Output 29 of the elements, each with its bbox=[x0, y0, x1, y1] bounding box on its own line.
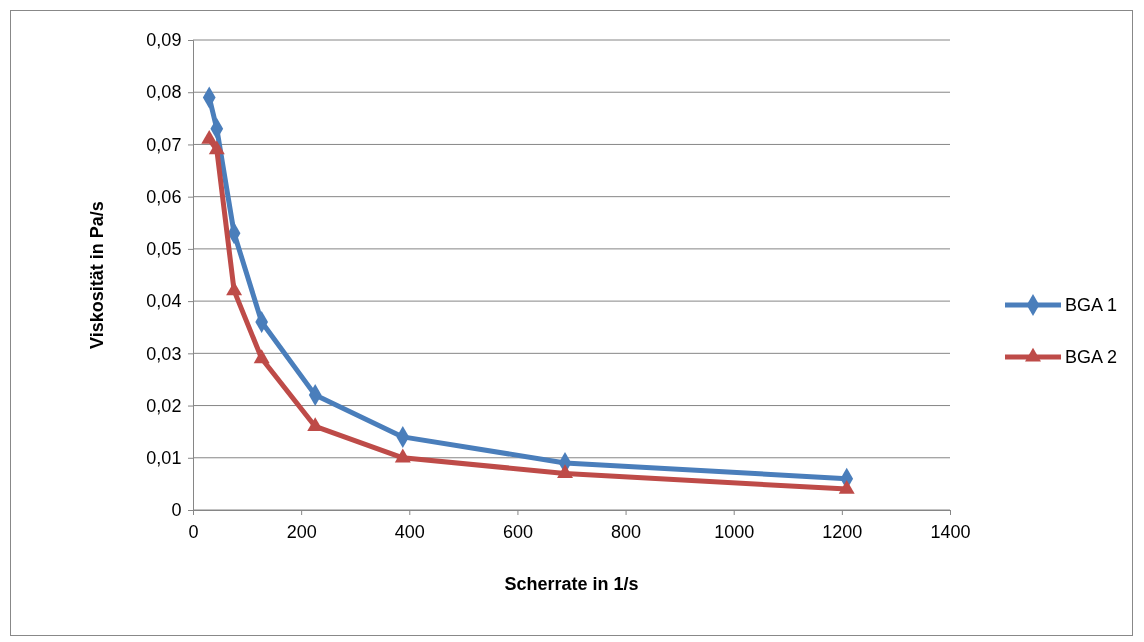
point bbox=[208, 140, 225, 155]
y-tick-label: 0,03 bbox=[146, 343, 182, 364]
x-tick-label: 1000 bbox=[714, 521, 755, 542]
legend-label: BGA 1 bbox=[1065, 295, 1118, 315]
y-axis-title: Viskosität in Pa/s bbox=[87, 201, 107, 349]
point bbox=[557, 464, 573, 479]
y-tick-label: 0,04 bbox=[146, 291, 182, 312]
x-tick-label: 400 bbox=[394, 521, 425, 542]
y-tick-label: 0,09 bbox=[146, 30, 182, 51]
y-tick-label: 0,05 bbox=[146, 239, 182, 260]
point bbox=[394, 448, 411, 463]
x-tick-label: 1400 bbox=[930, 521, 971, 542]
y-tick-label: 0,06 bbox=[146, 186, 182, 207]
y-tick-label: 0,07 bbox=[146, 134, 182, 155]
x-tick-label: 600 bbox=[502, 521, 533, 542]
x-tick-label: 200 bbox=[286, 521, 317, 542]
point bbox=[838, 479, 855, 494]
x-tick-label: 0 bbox=[188, 521, 199, 542]
point bbox=[226, 281, 243, 296]
point bbox=[201, 130, 218, 144]
point bbox=[253, 349, 270, 364]
y-tick-label: 0,01 bbox=[146, 448, 182, 469]
y-tick-label: 0 bbox=[171, 500, 182, 521]
x-tick-label: 1200 bbox=[822, 521, 863, 542]
x-axis-title: Scherrate in 1/s bbox=[504, 574, 639, 594]
legend-label: BGA 2 bbox=[1065, 347, 1118, 367]
y-tick-label: 0,02 bbox=[146, 395, 182, 416]
x-tick-label: 800 bbox=[611, 521, 642, 542]
y-tick-label: 0,08 bbox=[146, 82, 182, 103]
